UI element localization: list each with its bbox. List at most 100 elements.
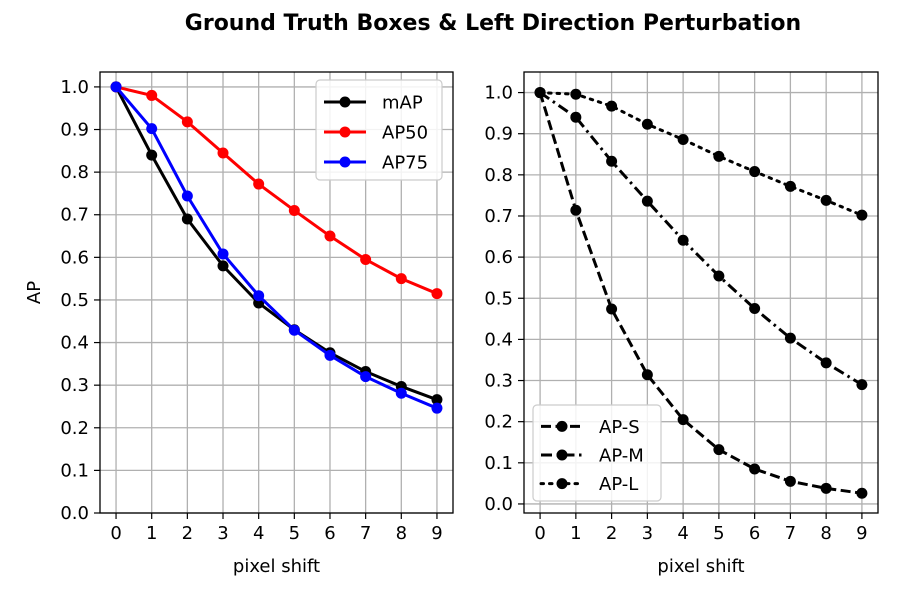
- y-tick-label: 0.0: [484, 494, 513, 515]
- y-tick-label: 0.0: [60, 503, 89, 524]
- legend-marker: [339, 156, 351, 168]
- x-tick-label: 5: [713, 523, 724, 544]
- legend-marker: [339, 126, 351, 138]
- legend-marker: [556, 449, 568, 461]
- x-tick-label: 9: [856, 523, 867, 544]
- legend-marker: [556, 478, 568, 490]
- y-tick-label: 0.6: [484, 247, 513, 268]
- legend-item: AP50: [324, 123, 428, 144]
- legend: mAP AP50 AP75: [315, 79, 443, 181]
- y-tick-label: 0.1: [60, 460, 89, 481]
- data-point: [181, 213, 193, 225]
- data-point: [395, 273, 407, 285]
- x-tick-label: 0: [534, 523, 545, 544]
- data-point: [324, 349, 336, 361]
- x-tick-label: 6: [324, 523, 335, 544]
- y-axis-label: AP: [24, 281, 45, 304]
- legend-label: AP75: [382, 153, 428, 174]
- x-tick-label: 6: [749, 523, 760, 544]
- y-tick-label: 0.2: [60, 418, 89, 439]
- data-point: [534, 87, 546, 99]
- x-tick-label: 3: [642, 523, 653, 544]
- legend-label: AP-M: [599, 446, 644, 467]
- legend: AP-S AP-M AP-L: [532, 404, 662, 502]
- y-tick-label: 1.0: [484, 83, 513, 104]
- data-point: [570, 204, 582, 216]
- data-point: [288, 324, 300, 336]
- data-point: [570, 88, 582, 100]
- y-tick-label: 0.7: [60, 205, 89, 226]
- x-tick-label: 3: [217, 523, 228, 544]
- data-point: [641, 118, 653, 130]
- data-point: [431, 394, 443, 406]
- data-point: [856, 487, 868, 499]
- data-point: [217, 248, 229, 260]
- data-point: [288, 204, 300, 216]
- data-point: [784, 475, 796, 487]
- legend-item: AP-L: [539, 474, 638, 495]
- data-point: [749, 303, 761, 315]
- x-tick-label: 4: [253, 523, 264, 544]
- x-tick-label: 5: [289, 523, 300, 544]
- data-point: [713, 270, 725, 282]
- x-tick-label: 2: [606, 523, 617, 544]
- legend-marker: [556, 420, 568, 432]
- y-tick-label: 0.4: [484, 329, 513, 350]
- legend-label: AP-L: [599, 474, 638, 495]
- data-point: [820, 357, 832, 369]
- data-point: [713, 444, 725, 456]
- x-tick-label: 1: [570, 523, 581, 544]
- x-tick-label: 0: [110, 523, 121, 544]
- y-tick-label: 0.3: [484, 371, 513, 392]
- x-tick-label: 4: [677, 523, 688, 544]
- data-point: [324, 230, 336, 242]
- series-AP75: [110, 81, 443, 414]
- legend-label: AP50: [382, 123, 428, 144]
- data-point: [110, 81, 122, 93]
- legend-item: AP-S: [541, 417, 640, 438]
- data-point: [749, 166, 761, 178]
- series-line: [114, 86, 438, 402]
- y-tick-label: 0.2: [484, 412, 513, 433]
- x-tick-label: 7: [360, 523, 371, 544]
- x-tick-label: 8: [820, 523, 831, 544]
- data-point: [784, 332, 796, 344]
- data-point: [677, 234, 689, 246]
- y-tick-label: 0.7: [484, 206, 513, 227]
- data-point: [431, 288, 443, 300]
- data-point: [181, 116, 193, 128]
- legend-label: mAP: [382, 93, 423, 114]
- data-point: [146, 123, 158, 135]
- x-tick-label: 8: [396, 523, 407, 544]
- chart-right-panel: 0 1 2 3 4 5 6 7 8 9 0.0 0.1 0.2 0.3 0.4 0.5 0.6 0.7 0.8 0.9…: [484, 71, 879, 577]
- y-tick-label: 0.8: [60, 162, 89, 183]
- y-tick-label: 0.5: [60, 290, 89, 311]
- data-point: [677, 414, 689, 426]
- data-point: [253, 290, 265, 302]
- y-tick-label: 0.8: [484, 165, 513, 186]
- x-tick-label: 1: [146, 523, 157, 544]
- legend-item: AP75: [324, 153, 428, 174]
- legend-item: mAP: [324, 93, 423, 114]
- data-point: [784, 180, 796, 192]
- data-point: [856, 379, 868, 391]
- legend-marker: [339, 96, 351, 108]
- x-tick-label: 7: [785, 523, 796, 544]
- series-AP-M: [534, 87, 868, 391]
- data-point: [677, 133, 689, 145]
- data-point: [606, 100, 618, 112]
- data-point: [146, 149, 158, 161]
- data-point: [570, 111, 582, 123]
- data-point: [395, 387, 407, 399]
- series-AP-L: [534, 87, 868, 221]
- x-tick-label: 2: [182, 523, 193, 544]
- data-point: [253, 178, 265, 190]
- data-point: [360, 253, 372, 265]
- data-point: [713, 150, 725, 162]
- x-axis-label: pixel shift: [233, 556, 320, 577]
- y-tick-label: 0.9: [60, 120, 89, 141]
- data-point: [641, 369, 653, 381]
- series-line: [538, 92, 863, 495]
- data-point: [641, 195, 653, 207]
